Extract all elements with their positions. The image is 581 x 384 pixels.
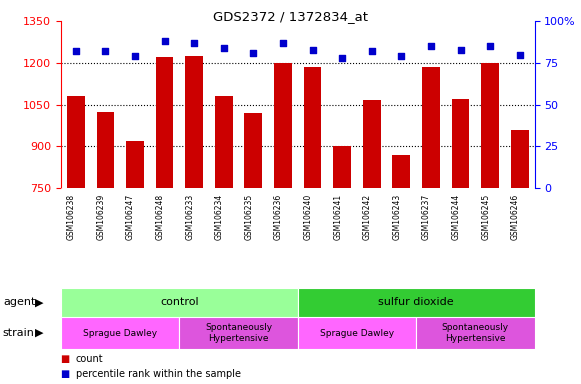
Bar [333, 146, 351, 188]
Bar [245, 113, 262, 188]
Bar [451, 99, 469, 188]
Point [249, 50, 258, 56]
Point [397, 53, 406, 59]
Text: strain: strain [3, 328, 35, 338]
Bar [61, 317, 180, 349]
Bar [297, 317, 416, 349]
Point [219, 45, 228, 51]
Bar [416, 317, 535, 349]
Point [515, 51, 525, 58]
Text: count: count [76, 354, 103, 364]
Bar [274, 63, 292, 188]
Text: agent: agent [3, 297, 35, 308]
Text: GSM106241: GSM106241 [333, 194, 342, 240]
Text: GSM106248: GSM106248 [156, 194, 164, 240]
Text: ▶: ▶ [35, 328, 44, 338]
Text: percentile rank within the sample: percentile rank within the sample [76, 369, 241, 379]
Bar [126, 141, 144, 188]
Point [101, 48, 110, 54]
Text: GSM106239: GSM106239 [96, 194, 105, 240]
Bar [304, 67, 321, 188]
Text: ■: ■ [61, 369, 73, 379]
Text: GDS2372 / 1372834_at: GDS2372 / 1372834_at [213, 10, 368, 23]
Bar [215, 96, 232, 188]
Bar [96, 112, 114, 188]
Text: ▶: ▶ [35, 297, 44, 308]
Text: sulfur dioxide: sulfur dioxide [378, 297, 454, 308]
Point [308, 46, 317, 53]
Point [160, 38, 169, 44]
Point [338, 55, 347, 61]
Text: GSM106245: GSM106245 [481, 194, 490, 240]
Text: control: control [160, 297, 199, 308]
Bar [422, 67, 440, 188]
Text: ■: ■ [61, 354, 73, 364]
Text: GSM106234: GSM106234 [215, 194, 224, 240]
Point [189, 40, 199, 46]
Bar [511, 130, 529, 188]
Text: GSM106237: GSM106237 [422, 194, 431, 240]
Bar [393, 155, 410, 188]
Bar [67, 96, 85, 188]
Text: Sprague Dawley: Sprague Dawley [83, 329, 157, 338]
Text: GSM106236: GSM106236 [274, 194, 283, 240]
Text: GSM106240: GSM106240 [303, 194, 313, 240]
Bar [481, 63, 499, 188]
Bar [61, 288, 297, 317]
Text: GSM106246: GSM106246 [511, 194, 520, 240]
Point [456, 46, 465, 53]
Text: GSM106247: GSM106247 [126, 194, 135, 240]
Text: Spontaneously
Hypertensive: Spontaneously Hypertensive [442, 323, 509, 343]
Text: Spontaneously
Hypertensive: Spontaneously Hypertensive [205, 323, 272, 343]
Bar [297, 288, 535, 317]
Text: Sprague Dawley: Sprague Dawley [320, 329, 394, 338]
Text: GSM106235: GSM106235 [245, 194, 253, 240]
Text: GSM106233: GSM106233 [185, 194, 194, 240]
Text: GSM106242: GSM106242 [363, 194, 372, 240]
Text: GSM106244: GSM106244 [451, 194, 461, 240]
Bar [185, 56, 203, 188]
Bar [363, 99, 381, 188]
Point [367, 48, 376, 54]
Text: GSM106243: GSM106243 [392, 194, 401, 240]
Point [71, 48, 80, 54]
Point [130, 53, 139, 59]
Bar [180, 317, 297, 349]
Text: GSM106238: GSM106238 [67, 194, 76, 240]
Point [278, 40, 288, 46]
Bar [156, 57, 174, 188]
Point [486, 43, 495, 49]
Point [426, 43, 436, 49]
